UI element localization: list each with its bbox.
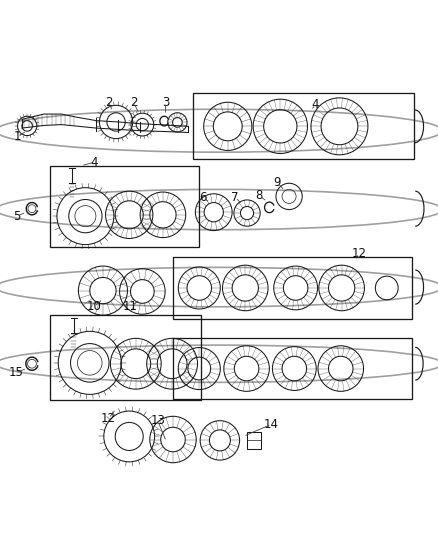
Bar: [173, 338, 412, 399]
Text: 3: 3: [162, 96, 169, 109]
Text: 2: 2: [130, 96, 138, 109]
Bar: [173, 257, 412, 319]
Text: 14: 14: [264, 418, 279, 431]
Text: 13: 13: [150, 414, 165, 427]
Text: 7: 7: [231, 191, 239, 204]
Text: 15: 15: [8, 366, 23, 379]
Text: 12: 12: [101, 412, 116, 425]
Bar: [50, 314, 201, 400]
Bar: [247, 432, 261, 449]
Text: 11: 11: [123, 300, 138, 313]
Text: 1: 1: [14, 130, 21, 143]
Text: 8: 8: [256, 189, 263, 202]
Text: 6: 6: [199, 191, 207, 204]
Bar: [193, 93, 414, 159]
Text: 4: 4: [90, 156, 98, 169]
Bar: [50, 166, 199, 247]
Text: 12: 12: [352, 247, 367, 260]
Text: 5: 5: [13, 209, 20, 223]
Text: 10: 10: [87, 300, 102, 313]
Text: 9: 9: [273, 176, 281, 189]
Text: 2: 2: [105, 96, 113, 109]
Text: 4: 4: [311, 98, 319, 111]
